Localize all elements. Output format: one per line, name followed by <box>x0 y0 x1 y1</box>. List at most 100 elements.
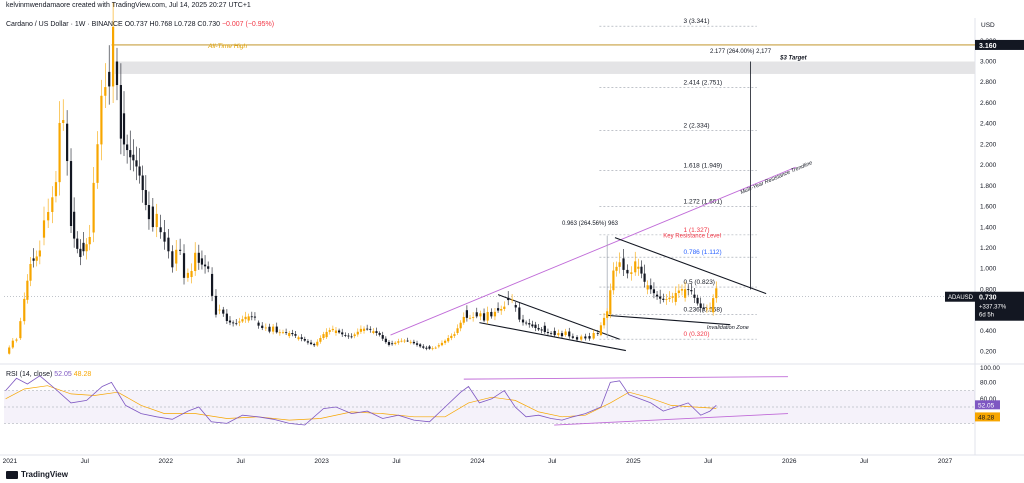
candle-body <box>553 330 556 336</box>
candle-body <box>96 144 99 183</box>
candle-body <box>42 220 46 238</box>
candle-body <box>507 297 510 301</box>
candle-body <box>575 337 579 340</box>
candle-body <box>564 331 567 336</box>
candle-body <box>108 71 111 87</box>
candle-body <box>300 337 303 339</box>
candle-body <box>560 333 564 337</box>
candle-body <box>232 322 235 324</box>
time-tick-label: Jul <box>704 458 713 465</box>
time-tick-label: 2021 <box>3 458 18 465</box>
candle-body <box>584 336 587 339</box>
candle-body <box>606 311 609 318</box>
candle-body <box>228 320 232 323</box>
candle-body <box>347 335 350 337</box>
candle-body <box>659 296 662 299</box>
target-zone <box>114 61 975 74</box>
candle-body <box>135 160 138 167</box>
candle-body <box>687 289 690 291</box>
time-tick-label: 2023 <box>314 458 329 465</box>
candle-body <box>662 298 665 300</box>
candle-body <box>186 272 190 278</box>
candle-body <box>626 269 629 274</box>
candle-body <box>596 333 599 334</box>
candle-body <box>462 316 465 323</box>
candle-body <box>272 326 275 332</box>
candle-body <box>521 319 525 323</box>
price-tick-label: 1.200 <box>980 245 997 252</box>
candle-body <box>490 311 493 317</box>
rsi-value: 52.05 <box>54 371 72 378</box>
candle-body <box>322 334 325 339</box>
candle-body <box>51 197 54 212</box>
candle-body <box>372 331 375 333</box>
time-tick-label: Jul <box>548 458 557 465</box>
target-label: $3 Target <box>779 56 807 62</box>
rsi-value-tag-label: 52.05 <box>978 402 995 409</box>
candle-body <box>297 337 300 340</box>
candle-body <box>171 251 174 268</box>
fib-level-label: 1 (1.327) <box>684 227 710 234</box>
current-change-label: +337.37% <box>979 305 1007 311</box>
candle-body <box>531 324 534 327</box>
candle-body <box>540 329 543 331</box>
candle-body <box>32 258 35 261</box>
candle-body <box>250 316 253 318</box>
candle-body <box>369 328 372 330</box>
candle-body <box>434 347 437 349</box>
candle-body <box>325 331 328 338</box>
candle-body <box>264 327 267 329</box>
fib-level-label: 2.414 (2.751) <box>684 79 723 86</box>
candle-body <box>699 303 702 309</box>
candle-body <box>275 326 278 333</box>
ticker-label: ADAUSD <box>948 295 974 301</box>
candle-body <box>705 308 709 310</box>
candle-body <box>341 332 344 335</box>
candle-body <box>214 295 218 315</box>
price-tick-label: 1.800 <box>980 183 997 190</box>
candle-body <box>92 182 95 233</box>
price-tick-label: 0.400 <box>980 328 997 335</box>
candle-body <box>8 347 11 354</box>
wedge2-upper-line <box>614 237 767 295</box>
candle-body <box>115 61 119 86</box>
candle-body <box>425 347 428 349</box>
tradingview-logo: TradingView <box>6 470 68 479</box>
candle-body <box>66 123 69 162</box>
candle-body <box>129 150 132 158</box>
time-tick-label: 2024 <box>470 458 485 465</box>
candle-body <box>493 311 497 317</box>
candle-body <box>646 285 649 290</box>
candle-body <box>179 249 182 251</box>
candle-body <box>69 161 73 227</box>
candle-body <box>514 305 517 308</box>
candle-body <box>19 321 22 339</box>
candle-body <box>482 313 486 321</box>
fib-level-label: 1.272 (1.601) <box>684 198 723 205</box>
candle-body <box>15 339 18 341</box>
candle-body <box>580 336 583 340</box>
candle-body <box>677 290 680 294</box>
candle-body <box>278 332 281 334</box>
candle-body <box>443 340 447 343</box>
candle-body <box>655 294 659 297</box>
candle-body <box>546 332 550 333</box>
time-tick-label: 2025 <box>626 458 641 465</box>
candle-body <box>568 331 571 337</box>
candle-body <box>394 342 397 345</box>
price-tick-label: 2.000 <box>980 162 997 169</box>
candle-body <box>665 299 668 300</box>
rsi-value-tag <box>975 400 1000 410</box>
candle-body <box>73 211 76 239</box>
price-tick-label: 1.600 <box>980 204 997 211</box>
candle-body <box>175 249 178 264</box>
candle-body <box>510 299 514 301</box>
candle-body <box>159 227 162 233</box>
candle-body <box>58 122 61 183</box>
price-tick-label: 2.200 <box>980 141 997 148</box>
candle-body <box>247 316 250 321</box>
candle-body <box>643 273 646 282</box>
price-tick-label: 1.000 <box>980 266 997 273</box>
candle-body <box>35 256 38 261</box>
